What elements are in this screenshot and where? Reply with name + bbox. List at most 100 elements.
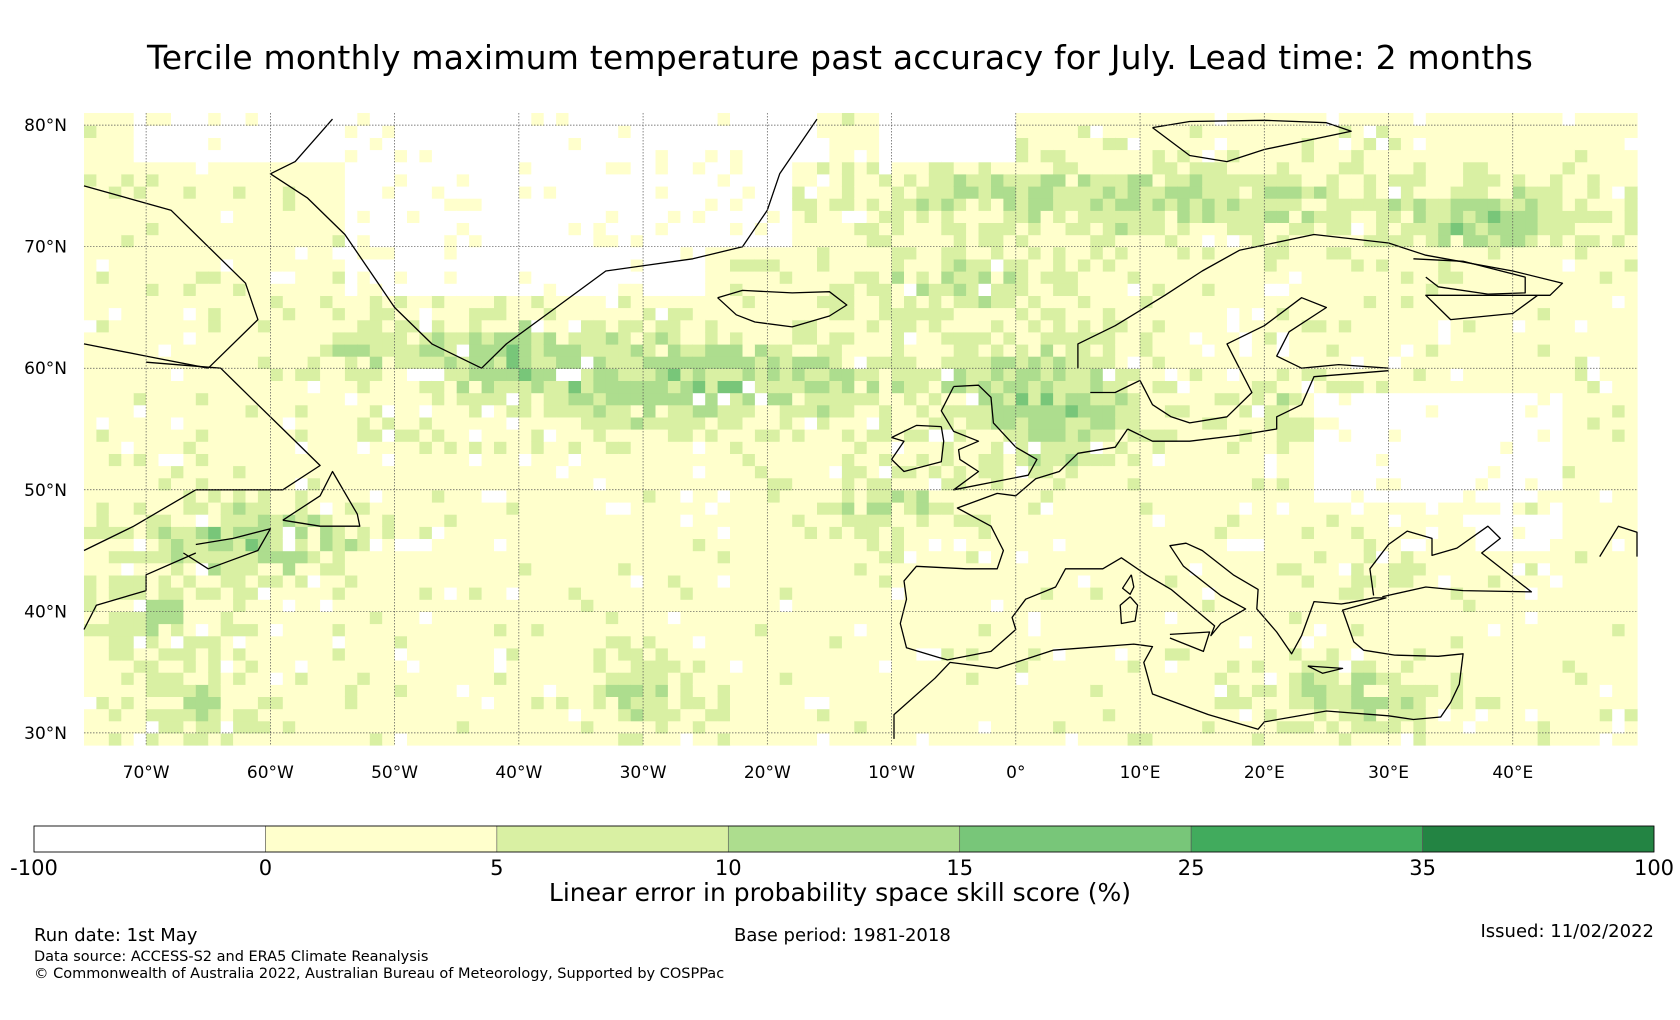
grid-cell (1003, 271, 1017, 284)
grid-cell (643, 635, 657, 649)
grid-cell (494, 356, 507, 369)
grid-cell (904, 283, 917, 296)
grid-cell (1239, 574, 1253, 588)
grid-cell (431, 161, 445, 175)
grid-cell (332, 185, 346, 199)
grid-cell (481, 732, 495, 746)
grid-cell (829, 696, 843, 710)
grid-cell (630, 441, 644, 454)
grid-cell (456, 720, 470, 734)
grid-cell (1164, 708, 1178, 722)
grid-cell (792, 343, 806, 357)
grid-cell (804, 684, 818, 697)
grid-cell (1090, 647, 1104, 661)
grid-cell (866, 246, 880, 260)
grid-cell (605, 258, 619, 272)
grid-cell (1028, 368, 1042, 381)
grid-cell (667, 173, 681, 187)
grid-cell (568, 562, 582, 576)
grid-cell (456, 550, 470, 564)
grid-cell (183, 343, 197, 357)
grid-cell (444, 611, 458, 625)
grid-cell (394, 185, 408, 199)
grid-cell (754, 489, 768, 503)
grid-cell (742, 623, 756, 637)
grid-cell (991, 271, 1004, 284)
grid-cell (618, 380, 632, 394)
grid-cell (1065, 635, 1079, 649)
grid-cell (817, 380, 830, 394)
grid-cell (1264, 623, 1278, 637)
grid-cell (158, 368, 172, 381)
grid-cell (320, 319, 334, 333)
grid-cell (233, 185, 247, 199)
grid-cell (431, 684, 445, 697)
grid-cell (655, 295, 669, 309)
grid-cell (220, 514, 234, 527)
grid-cell (543, 684, 557, 697)
grid-cell (779, 210, 793, 223)
grid-cell (369, 404, 383, 418)
grid-cell (494, 173, 507, 187)
grid-cell (941, 416, 955, 430)
grid-cell (667, 392, 681, 406)
grid-cell (133, 319, 147, 333)
grid-cell (208, 696, 222, 710)
grid-cell (1140, 659, 1153, 673)
grid-cell (1152, 283, 1166, 296)
grid-cell (208, 319, 222, 333)
grid-cell (494, 441, 507, 454)
grid-cell (966, 672, 980, 685)
grid-cell (1115, 198, 1129, 211)
grid-cell (282, 343, 296, 357)
grid-cell (320, 623, 334, 637)
grid-cell (618, 684, 632, 697)
grid-cell (667, 295, 681, 309)
grid-cell (593, 611, 607, 625)
grid-cell (121, 185, 135, 199)
grid-cell (829, 623, 843, 637)
grid-cell (779, 720, 793, 734)
grid-cell (568, 307, 582, 321)
grid-cell (295, 271, 309, 284)
grid-cell (792, 647, 806, 661)
grid-cell (804, 477, 818, 491)
grid-cell (270, 453, 284, 467)
grid-cell (1214, 149, 1228, 163)
grid-cell (817, 222, 830, 236)
grid-cell (1227, 599, 1240, 612)
grid-cell (978, 173, 992, 187)
grid-cell (1077, 538, 1091, 552)
grid-cell (431, 125, 445, 138)
grid-cell (108, 368, 122, 381)
grid-cell (1127, 404, 1141, 418)
grid-cell (556, 489, 570, 503)
grid-cell (369, 587, 383, 600)
grid-cell (1015, 416, 1029, 430)
grid-cell (1040, 137, 1054, 151)
grid-cell (469, 185, 483, 199)
grid-cell (568, 283, 582, 296)
grid-cell (320, 343, 334, 357)
grid-cell (1015, 295, 1029, 309)
grid-cell (804, 672, 818, 685)
grid-cell (382, 137, 396, 151)
grid-cell (581, 429, 594, 442)
grid-cell (593, 526, 607, 539)
grid-cell (1115, 562, 1129, 576)
grid-cell (904, 185, 917, 199)
grid-cell (369, 635, 383, 649)
grid-cell (469, 441, 483, 454)
grid-cell (518, 210, 532, 223)
grid-cell (581, 173, 594, 187)
grid-cell (742, 210, 756, 223)
grid-cell (841, 489, 855, 503)
grid-cell (581, 356, 594, 369)
grid-cell (1140, 550, 1153, 564)
grid-cell (1140, 283, 1153, 296)
grid-cell (282, 198, 296, 211)
grid-cell (1239, 501, 1253, 515)
grid-cell (431, 307, 445, 321)
grid-cell (1127, 441, 1141, 454)
grid-cell (767, 489, 781, 503)
